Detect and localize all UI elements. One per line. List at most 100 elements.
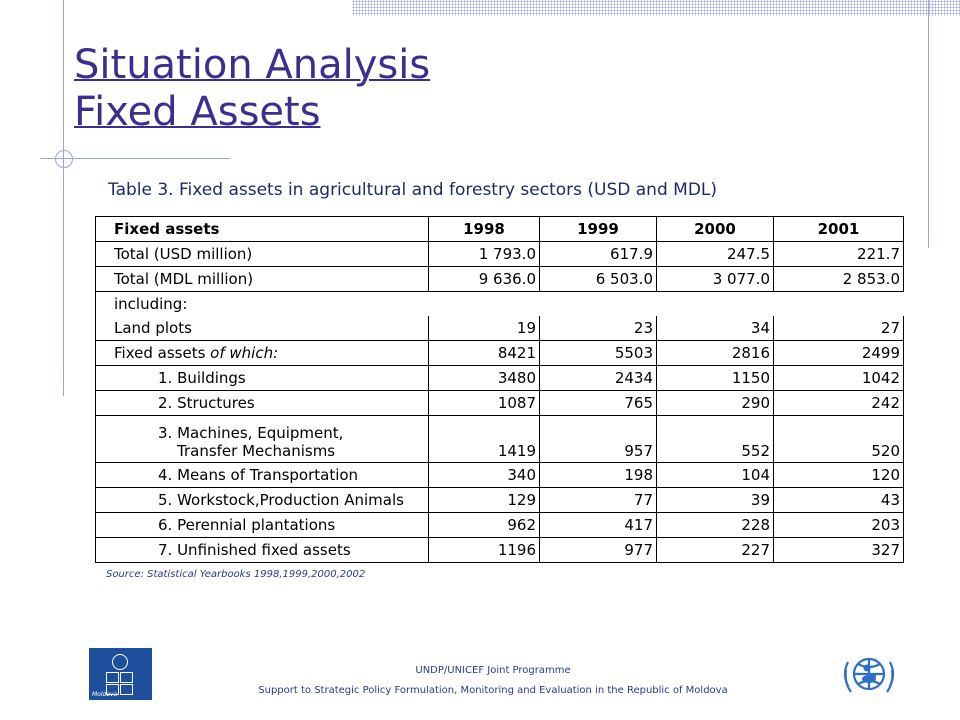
- slide-title-line2: Fixed Assets: [74, 89, 321, 135]
- slide-title-line1: Situation Analysis: [74, 42, 431, 88]
- table-cell: 3480: [428, 365, 540, 391]
- undp-logo-caption: Moldova: [92, 691, 118, 698]
- table-cell: 6 503.0: [539, 266, 657, 292]
- table-row: 4. Means of Transportation 340 198 104 1…: [95, 462, 904, 488]
- table-row: Total (MDL million) 9 636.0 6 503.0 3 07…: [95, 266, 904, 292]
- table-cell: 520: [773, 415, 904, 463]
- row-label: 4. Means of Transportation: [95, 462, 429, 488]
- table-cell: 104: [656, 462, 774, 488]
- table-cell: 23: [539, 316, 657, 341]
- table-cell: 39: [656, 487, 774, 513]
- table-row: Land plots 19 23 34 27: [95, 316, 904, 341]
- table-cell: 2499: [773, 340, 904, 366]
- table-cell: 247.5: [656, 241, 774, 267]
- table-cell: 340: [428, 462, 540, 488]
- table-cell: 962: [428, 512, 540, 538]
- table-cell: 417: [539, 512, 657, 538]
- table-cell: 1 793.0: [428, 241, 540, 267]
- table-cell: 2 853.0: [773, 266, 904, 292]
- table-cell: 3 077.0: [656, 266, 774, 292]
- table-cell: 242: [773, 390, 904, 416]
- table-row: Fixed assets of which: 8421 5503 2816 24…: [95, 340, 904, 366]
- undp-letter-box: [106, 684, 119, 695]
- table-caption: Table 3. Fixed assets in agricultural an…: [108, 180, 718, 200]
- row-label: Land plots: [95, 316, 429, 341]
- column-header: 1998: [428, 216, 540, 242]
- column-header: Fixed assets: [95, 216, 429, 242]
- undp-letter-box: [106, 672, 119, 683]
- undp-logo: Moldova: [89, 648, 152, 700]
- table-cell: 77: [539, 487, 657, 513]
- table-cell: 1087: [428, 390, 540, 416]
- table-header-row: Fixed assets 1998 1999 2000 2001: [95, 216, 904, 242]
- table-cell: 9 636.0: [428, 266, 540, 292]
- table-cell: 2434: [539, 365, 657, 391]
- undp-letter-grid: [106, 672, 133, 695]
- table-cell: 43: [773, 487, 904, 513]
- table-cell: 552: [656, 415, 774, 463]
- row-label: 1. Buildings: [95, 365, 429, 391]
- fixed-assets-table: Fixed assets 1998 1999 2000 2001 Total (…: [95, 216, 904, 563]
- row-label: 7. Unfinished fixed assets: [95, 537, 429, 563]
- table-cell: 1150: [656, 365, 774, 391]
- table-cell: 617.9: [539, 241, 657, 267]
- table-cell: 290: [656, 390, 774, 416]
- table-cell: 19: [428, 316, 540, 341]
- row-label-line2: Transfer Mechanisms: [177, 442, 336, 460]
- table-cell: 227: [656, 537, 774, 563]
- table-cell: 228: [656, 512, 774, 538]
- table-cell: 1419: [428, 415, 540, 463]
- table-cell: 957: [539, 415, 657, 463]
- decorative-circle: [55, 150, 73, 168]
- table-cell: 34: [656, 316, 774, 341]
- table-row: including:: [95, 291, 904, 316]
- row-label: including:: [95, 291, 904, 316]
- row-label: Total (USD million): [95, 241, 429, 267]
- table-cell: 221.7: [773, 241, 904, 267]
- row-label: Fixed assets of which:: [95, 340, 429, 366]
- row-label: 6. Perennial plantations: [95, 512, 429, 538]
- table-cell: 129: [428, 487, 540, 513]
- table-cell: 203: [773, 512, 904, 538]
- slide-title: Situation Analysis Fixed Assets: [74, 42, 430, 136]
- table-row: 3. Machines, Equipment, Transfer Mechanis…: [95, 415, 904, 463]
- column-header: 1999: [539, 216, 657, 242]
- table-cell: 198: [539, 462, 657, 488]
- table-row: 7. Unfinished fixed assets 1196 977 227 …: [95, 537, 904, 563]
- un-emblem-icon: [112, 654, 128, 670]
- row-label-italic: of which:: [210, 344, 279, 362]
- table-row: 6. Perennial plantations 962 417 228 203: [95, 512, 904, 538]
- table-row: 1. Buildings 3480 2434 1150 1042: [95, 365, 904, 391]
- table-cell: 1042: [773, 365, 904, 391]
- footer-project-description: Support to Strategic Policy Formulation,…: [258, 685, 728, 696]
- decorative-vertical-line-right: [928, 0, 929, 248]
- table-cell: 120: [773, 462, 904, 488]
- column-header: 2000: [656, 216, 774, 242]
- undp-letter-box: [120, 684, 133, 695]
- row-label-line1: 3. Machines, Equipment,: [158, 424, 344, 442]
- table-cell: 5503: [539, 340, 657, 366]
- table-row: 2. Structures 1087 765 290 242: [95, 390, 904, 416]
- table-cell: 2816: [656, 340, 774, 366]
- table-cell: 765: [539, 390, 657, 416]
- row-label: Total (MDL million): [95, 266, 429, 292]
- row-label: 2. Structures: [95, 390, 429, 416]
- undp-letter-box: [120, 672, 133, 683]
- header-dot-pattern: [352, 0, 960, 16]
- table-cell: 8421: [428, 340, 540, 366]
- column-header: 2001: [773, 216, 904, 242]
- unicef-logo-icon: [843, 657, 895, 693]
- table-cell: 327: [773, 537, 904, 563]
- table-row: Total (USD million) 1 793.0 617.9 247.5 …: [95, 241, 904, 267]
- row-label-text: Fixed assets: [114, 344, 206, 362]
- row-label: 3. Machines, Equipment, Transfer Mechanis…: [95, 415, 429, 463]
- footer-programme-name: UNDP/UNICEF Joint Programme: [415, 665, 571, 676]
- table-cell: 1196: [428, 537, 540, 563]
- decorative-vertical-line-left: [63, 0, 64, 396]
- table-row: 5. Workstock,Production Animals 129 77 3…: [95, 487, 904, 513]
- decorative-horizontal-line: [40, 158, 230, 159]
- table-cell: 27: [773, 316, 904, 341]
- source-note: Source: Statistical Yearbooks 1998,1999,…: [106, 569, 366, 580]
- table-cell: 977: [539, 537, 657, 563]
- row-label: 5. Workstock,Production Animals: [95, 487, 429, 513]
